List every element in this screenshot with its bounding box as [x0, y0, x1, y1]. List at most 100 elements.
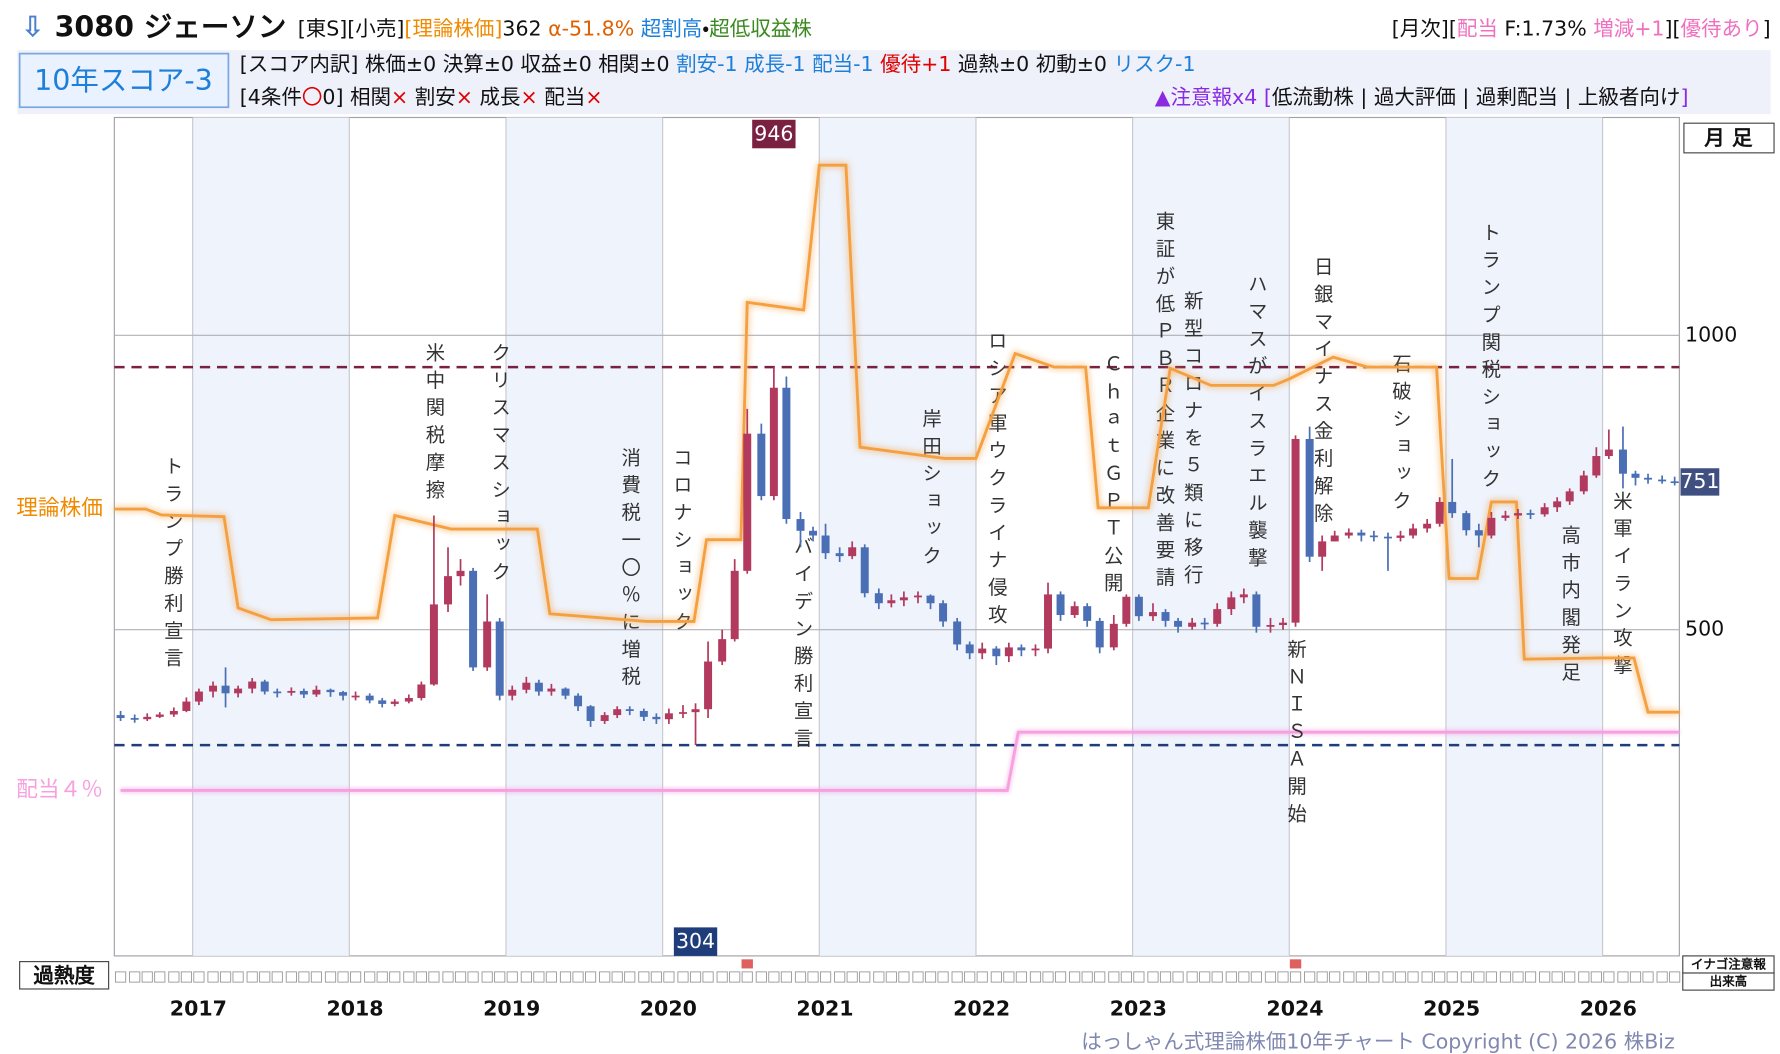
overheat-cell [741, 971, 753, 983]
candle-body [1174, 620, 1183, 627]
overheat-cell [611, 971, 623, 983]
overheat-cell [1159, 971, 1172, 983]
score-breakdown-run: 優待+1 [880, 52, 958, 76]
event-annotation: 新型コロナを５類に移行 [1181, 291, 1204, 592]
candle-body [444, 576, 453, 605]
event-annotation: トランプ勝利宣言 [161, 456, 184, 675]
candle-body [1658, 479, 1667, 482]
score-conditions-run: 〇 [302, 85, 323, 109]
overheat-cell [1355, 971, 1367, 983]
candle-body [1200, 622, 1209, 625]
overheat-cell [624, 971, 636, 983]
candle-body [809, 530, 818, 536]
candle-body [1031, 648, 1040, 651]
header-tags-run: 超割高 [641, 17, 703, 41]
candle-body [835, 553, 844, 557]
candle-body [1474, 530, 1483, 536]
overheat-cell [1186, 971, 1198, 983]
score-conditions: [4条件〇0] 相関× 割安× 成長× 配当× [240, 85, 603, 109]
overheat-cell [1054, 971, 1067, 983]
y-tick-label: 500 [1685, 617, 1724, 641]
overheat-cell [912, 971, 924, 983]
overheat-cell [794, 971, 807, 983]
score-badge-box [18, 52, 230, 109]
overheat-cell [859, 971, 871, 983]
overheat-cell [324, 971, 337, 983]
overheat-cell [129, 971, 141, 983]
overheat-cell [1485, 971, 1497, 983]
overheat-cell [115, 971, 127, 983]
score-conditions-run: × [456, 85, 473, 109]
overheat-cell [364, 971, 376, 983]
overheat-cell [1069, 971, 1081, 983]
x-tick-label: 2020 [640, 997, 697, 1021]
current-price-label: 751 [1680, 469, 1719, 493]
score-conditions-run: × [585, 85, 602, 109]
overheat-cell [650, 971, 662, 983]
candle-body [312, 689, 321, 695]
candle-body [1592, 456, 1601, 476]
volume-box [1682, 972, 1775, 991]
overheat-cell [1277, 971, 1289, 983]
candle-body [143, 716, 152, 720]
candle-body [860, 547, 869, 594]
candle-body [1357, 532, 1366, 536]
candle-body [796, 519, 805, 531]
overheat-cell [1473, 971, 1485, 983]
candle-body [1448, 501, 1457, 514]
candle-body [522, 682, 531, 690]
candle-body [1161, 612, 1170, 621]
overheat-cell [1225, 971, 1237, 983]
max-label: 946 [754, 122, 793, 146]
candle-body [456, 570, 465, 577]
event-annotation: バイデン勝利宣言 [791, 536, 814, 755]
overheat-cell [1603, 971, 1615, 983]
y-tick-label: 1000 [1685, 322, 1737, 346]
candle-body [821, 535, 830, 554]
overheat-cell [1172, 971, 1184, 983]
candle-body [182, 701, 191, 711]
header-right-run: 増減+1 [1593, 17, 1664, 41]
overheat-cell [207, 971, 219, 983]
candle-body [978, 648, 987, 654]
header-right-run: ][ [1665, 17, 1681, 41]
overheat-cell [1120, 971, 1132, 983]
candle-body [1344, 532, 1353, 536]
event-annotation: クリスマスショック [488, 342, 511, 588]
header-right-run: 配当 [1457, 17, 1498, 41]
candle-body [757, 433, 766, 497]
candle-body [848, 547, 857, 557]
overheat-cell [259, 971, 271, 983]
candle-body [1266, 625, 1275, 627]
candle-body [1056, 594, 1065, 616]
overheat-cell [807, 971, 819, 983]
candle-body [260, 681, 269, 692]
candle-body [248, 681, 257, 689]
overheat-cell [1578, 971, 1590, 983]
candle-body [1409, 528, 1418, 536]
header-right: [月次][配当 F:1.73% 増減+1][優待あり] [1392, 17, 1771, 41]
candle-body [1435, 501, 1444, 524]
candle-body [718, 639, 727, 662]
overheat-cell [1512, 971, 1524, 983]
overheat-cell [663, 971, 675, 983]
overheat-cell [467, 971, 479, 983]
score-panel [17, 50, 1771, 115]
candle-body [1604, 449, 1613, 457]
candle-body [1318, 541, 1327, 557]
candle-body [1383, 536, 1392, 539]
overheat-cell [716, 971, 728, 983]
overheat-cell [168, 971, 180, 983]
score-breakdown: [スコア内訳] 株価±0 決算±0 収益±0 相関±0 割安-1 成長-1 配当… [240, 52, 1196, 76]
candle-body [1044, 594, 1053, 649]
candle-body [351, 695, 360, 698]
overheat-cell [349, 971, 362, 983]
header-right-run: 優待あり [1681, 17, 1763, 41]
event-annotation: ＣｈａｔＧＰＴ公開 [1101, 354, 1124, 600]
candle-body [116, 715, 125, 719]
overheat-cell [1304, 971, 1316, 983]
candle-body [1188, 622, 1197, 627]
score-breakdown-run: [スコア内訳] 株価±0 決算±0 収益±0 相関±0 [240, 52, 676, 76]
overheat-cell [506, 971, 518, 983]
candle-body [664, 713, 673, 720]
